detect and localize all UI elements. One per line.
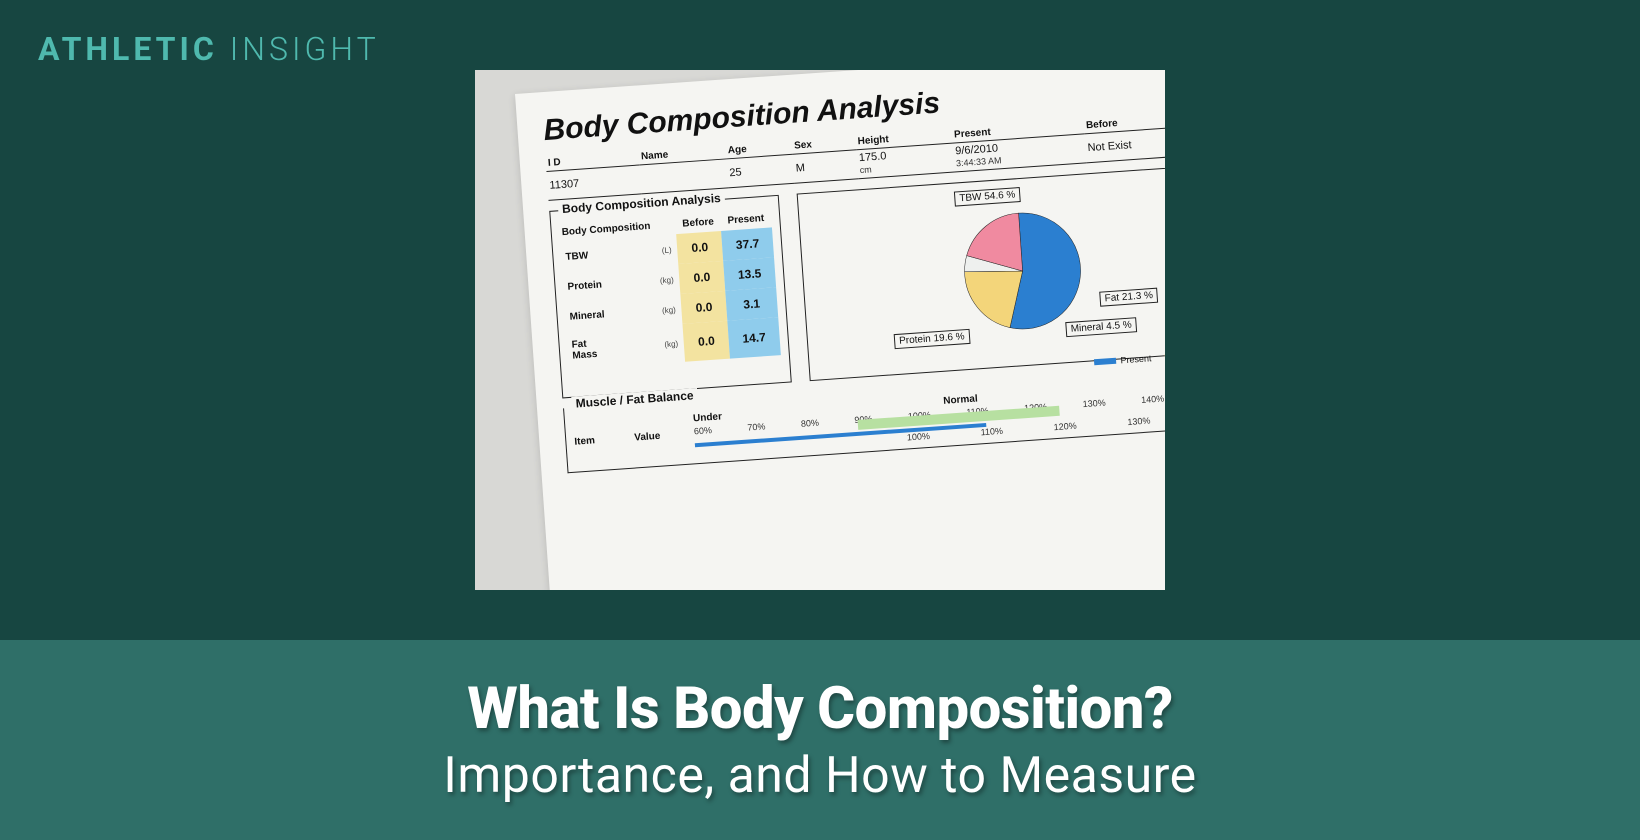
- brand-word-2: INSIGHT: [230, 30, 380, 68]
- headline-line1: What Is Body Composition?: [467, 675, 1172, 743]
- bca-before: 0.0: [683, 321, 730, 362]
- bca-row-unit: (L): [635, 234, 678, 267]
- tick-label: 140%: [1141, 393, 1165, 405]
- bca-present: 13.5: [723, 257, 776, 290]
- bca-section: Body Composition Analysis Body Compositi…: [549, 164, 1165, 398]
- tick-label: 130%: [1127, 415, 1151, 427]
- bca-row-unit: (kg): [641, 324, 685, 365]
- pie-chart: TBW 54.6 %Fat 21.3 %Mineral 4.5 %Protein…: [806, 172, 1165, 370]
- balance-h-value: Value: [634, 429, 685, 443]
- report-sheet: Body Composition Analysis I DNameAgeSexH…: [515, 70, 1165, 590]
- tick-label: 130%: [1082, 398, 1106, 410]
- bca-before: 0.0: [679, 261, 726, 294]
- chip-present-swatch: [1094, 358, 1116, 366]
- bca-table: Body Composition Before Present TBW(L)0.…: [559, 208, 781, 369]
- bca-present: 14.7: [727, 317, 781, 358]
- zone-label: Normal: [943, 393, 978, 406]
- tick-label: 110%: [980, 426, 1003, 438]
- report-photo: Body Composition Analysis I DNameAgeSexH…: [475, 70, 1165, 590]
- tick-label: 60%: [694, 425, 713, 436]
- tick-label: 80%: [801, 418, 820, 429]
- bca-row-unit: (kg): [639, 294, 682, 327]
- brand-logo: ATHLETIC INSIGHT: [38, 30, 380, 68]
- balance-scale: UnderNormalOver 60%70%80%90%100%110%120%…: [693, 376, 1165, 453]
- balance-h-item: Item: [574, 433, 625, 447]
- brand-word-1: ATHLETIC: [38, 30, 218, 68]
- bca-row-label: FatMass: [567, 327, 644, 370]
- meta-id: 11307: [546, 165, 641, 200]
- bca-table-box: Body Composition Analysis Body Compositi…: [549, 195, 792, 399]
- meta-height-val: 175.0: [858, 150, 886, 164]
- tick-label: 120%: [1053, 421, 1077, 433]
- tick-label: 100%: [907, 431, 931, 443]
- bca-row-unit: (kg): [637, 264, 680, 297]
- bca-before: 0.0: [676, 231, 723, 264]
- bca-present: 37.7: [721, 227, 774, 260]
- meta-name: [640, 159, 729, 194]
- meta-age: 25: [726, 154, 794, 188]
- tick-label: 70%: [747, 421, 766, 432]
- meta-height: 175.0 cm: [856, 143, 954, 179]
- chip-present-label: Present: [1120, 353, 1152, 365]
- hero-region: ATHLETIC INSIGHT Body Composition Analys…: [0, 0, 1640, 640]
- pie-box: TBW 54.6 %Fat 21.3 %Mineral 4.5 %Protein…: [797, 164, 1165, 381]
- page-root: ATHLETIC INSIGHT Body Composition Analys…: [0, 0, 1640, 840]
- meta-present-time: 3:44:33 AM: [956, 155, 1002, 168]
- meta-height-unit: cm: [859, 164, 872, 175]
- bca-before: 0.0: [681, 291, 728, 324]
- bca-present: 3.1: [725, 287, 778, 320]
- zone-label: Under: [693, 411, 723, 424]
- meta-sex: M: [793, 150, 859, 183]
- headline-line2: Importance, and How to Measure: [443, 747, 1196, 805]
- headline-banner: What Is Body Composition? Importance, an…: [0, 640, 1640, 840]
